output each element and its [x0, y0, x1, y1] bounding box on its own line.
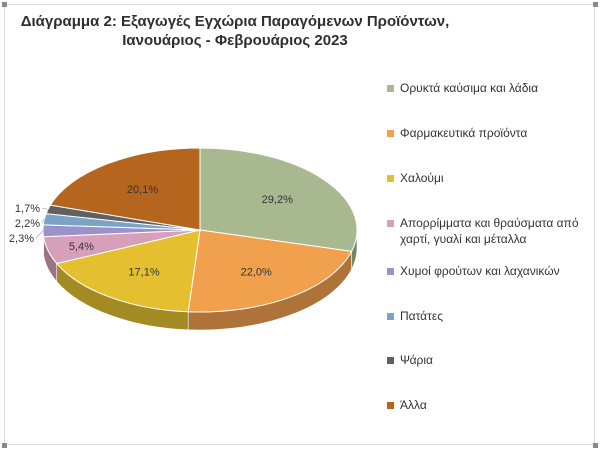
- data-label-4: 5,4%: [69, 241, 94, 253]
- pie-slice-3: [55, 229, 201, 313]
- leader-line-7: [41, 207, 49, 210]
- legend-item-6: Πατάτες: [387, 308, 443, 324]
- pie-slice-2: [187, 229, 353, 313]
- legend-swatch-7: [387, 357, 394, 364]
- legend-item-7: Ψάρια: [387, 352, 433, 368]
- legend-swatch-8: [387, 402, 394, 409]
- leader-line-6: [41, 219, 45, 224]
- data-label-1: 29,2%: [262, 194, 293, 206]
- chart-title-line2: Ιανουάριος - Φεβρουάριος 2023: [122, 32, 348, 49]
- legend-swatch-1: [387, 85, 394, 92]
- data-label-6: 2,2%: [15, 218, 40, 230]
- pie-slice-1: [199, 147, 358, 252]
- data-label-3: 17,1%: [128, 267, 159, 279]
- legend-label-2: Φαρμακευτικά προϊόντα: [400, 126, 528, 140]
- legend-swatch-2: [387, 130, 394, 137]
- chart-title-line1: Διάγραμμα 2: Εξαγωγές Εγχώρια Παραγόμενω…: [20, 13, 450, 30]
- legend-item-1: Ορυκτά καύσιμα και λάδια: [387, 80, 538, 96]
- resize-handle-bottom-right[interactable]: [593, 443, 598, 448]
- legend-label-7: Ψάρια: [400, 353, 433, 367]
- legend-label-1: Ορυκτά καύσιμα και λάδια: [400, 81, 539, 95]
- legend-item-8: Άλλα: [387, 397, 427, 413]
- resize-handle-top-right[interactable]: [593, 2, 598, 7]
- legend-label-8: Άλλα: [400, 398, 427, 412]
- data-label-7: 1,7%: [15, 203, 40, 215]
- legend-item-5: Χυμοί φρούτων και λαχανικών: [387, 263, 560, 279]
- legend-swatch-3: [387, 175, 394, 182]
- data-label-8: 20,1%: [127, 184, 158, 196]
- data-label-2: 22,0%: [241, 267, 272, 279]
- legend-item-4: Απορρίμματα και θραύσματα από χαρτί, γυα…: [387, 215, 585, 247]
- legend-swatch-6: [387, 313, 394, 320]
- legend-label-4: Απορρίμματα και θραύσματα από χαρτί, γυα…: [400, 216, 579, 246]
- pie-slice-8: [49, 147, 201, 231]
- legend-label-5: Χυμοί φρούτων και λαχανικών: [400, 264, 560, 278]
- legend-item-3: Χαλούμι: [387, 170, 444, 186]
- legend-label-3: Χαλούμι: [400, 171, 444, 185]
- data-label-5: 2,3%: [9, 233, 34, 245]
- resize-handle-bottom-left[interactable]: [2, 443, 7, 448]
- resize-handle-top-left[interactable]: [2, 2, 7, 7]
- legend-item-2: Φαρμακευτικά προϊόντα: [387, 125, 527, 141]
- chart-title: Διάγραμμα 2: Εξαγωγές Εγχώρια Παραγόμενω…: [0, 12, 470, 50]
- legend-swatch-5: [387, 268, 394, 275]
- leader-line-5: [35, 230, 44, 239]
- legend-label-6: Πατάτες: [400, 309, 443, 323]
- chart-frame: [4, 4, 595, 445]
- legend-swatch-4: [387, 220, 394, 227]
